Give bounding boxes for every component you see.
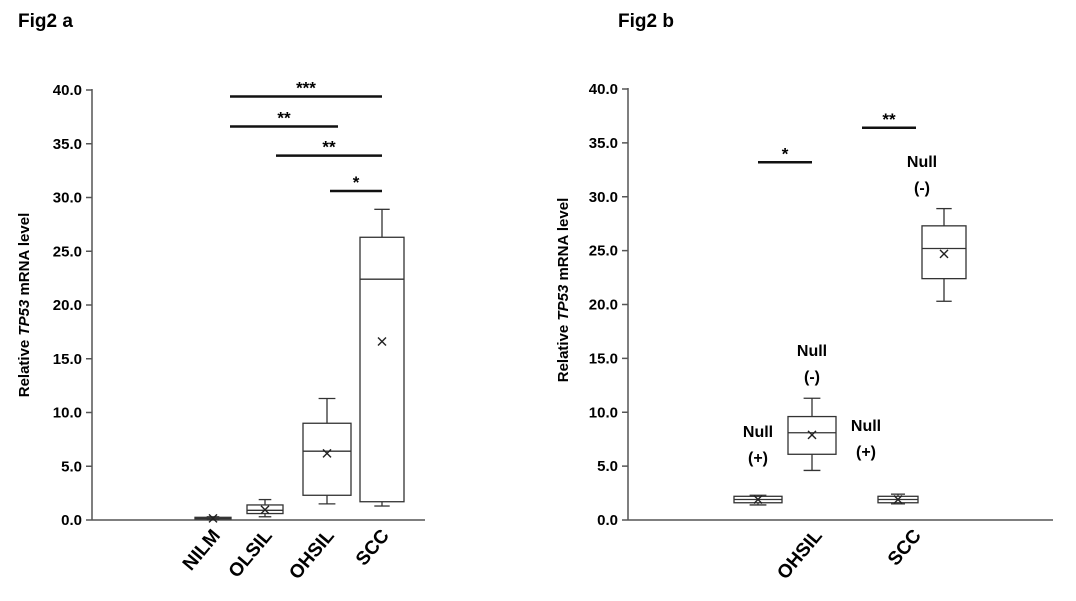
annotation-line-1: Null: [907, 154, 937, 171]
annotation-line-2: (+): [748, 450, 768, 467]
significance-bracket: **: [230, 109, 338, 128]
significance-label: **: [277, 109, 291, 128]
box-scc: [359, 208, 405, 507]
y-tick-label: 30.0: [53, 190, 82, 207]
mean-marker: [893, 495, 903, 505]
mean-marker: [260, 505, 270, 515]
mean-marker: [377, 337, 387, 347]
y-tick-label: 40.0: [589, 81, 618, 98]
significance-bracket: **: [276, 138, 382, 157]
panel-a: Fig2 a Relative TP53 mRNA level 0.0 5.0 10…: [16, 11, 425, 584]
category-label-scc: SCC: [352, 526, 394, 570]
panel-b-title: Fig2 b: [618, 11, 674, 32]
significance-label: **: [322, 138, 336, 157]
significance-bracket: ***: [230, 78, 382, 98]
category-label-olsil: OLSIL: [225, 525, 277, 582]
y-tick-label: 35.0: [53, 136, 82, 153]
y-tick-label: 0.0: [597, 512, 618, 529]
significance-label: *: [353, 173, 360, 192]
panel-b: Fig2 b Relative TP53 mRNA level 0.0 5.0 10…: [555, 11, 1053, 584]
mean-marker: [753, 495, 763, 505]
annotation-line-1: Null: [743, 424, 773, 441]
y-tick-label: 0.0: [61, 512, 82, 529]
significance-label: **: [882, 110, 896, 129]
box-olsil: [246, 498, 284, 518]
significance-label: *: [782, 144, 789, 163]
subgroup-annotation: Null (+): [851, 418, 881, 461]
box-ohsil-null: [787, 397, 837, 472]
box-iqr: [359, 236, 405, 503]
y-tick-label: 25.0: [589, 243, 618, 260]
y-tick-label: 10.0: [53, 405, 82, 422]
significance-bracket: *: [758, 144, 812, 164]
box-ohsil-null: [733, 494, 783, 506]
y-tick-label: 15.0: [53, 351, 82, 368]
y-tick-label: 20.0: [589, 297, 618, 314]
y-tick-label: 30.0: [589, 189, 618, 206]
mean-marker: [939, 249, 949, 259]
category-label-scc: SCC: [884, 526, 926, 570]
annotation-line-1: Null: [851, 418, 881, 435]
subgroup-annotation: Null (+): [743, 424, 773, 467]
panel-a-y-axis-label: Relative TP53 mRNA level: [16, 213, 33, 398]
y-tick-label: 15.0: [589, 350, 618, 367]
panel-a-title: Fig2 a: [18, 11, 73, 32]
y-tick-label: 40.0: [53, 82, 82, 99]
mean-marker: [807, 430, 817, 440]
significance-label: ***: [296, 78, 316, 97]
category-label-ohsil: OHSIL: [773, 525, 827, 583]
box-scc-null: [877, 493, 919, 505]
y-tick-label: 5.0: [61, 458, 82, 475]
mean-marker: [208, 513, 218, 523]
y-tick-label: 10.0: [589, 404, 618, 421]
mean-marker: [322, 448, 332, 458]
annotation-line-1: Null: [797, 343, 827, 360]
category-label-nilm: NILM: [179, 526, 225, 575]
annotation-line-2: (-): [914, 180, 930, 197]
subgroup-annotation: Null (-): [797, 343, 827, 386]
annotation-line-2: (+): [856, 444, 876, 461]
significance-bracket: *: [330, 173, 382, 193]
box-iqr: [921, 225, 967, 280]
annotation-line-2: (-): [804, 369, 820, 386]
y-tick-label: 5.0: [597, 458, 618, 475]
box-scc-null: [921, 207, 967, 302]
box-iqr: [302, 422, 352, 496]
category-label-ohsil: OHSIL: [285, 525, 339, 583]
y-tick-label: 20.0: [53, 297, 82, 314]
significance-bracket: **: [862, 110, 916, 130]
y-tick-label: 35.0: [589, 135, 618, 152]
subgroup-annotation: Null (-): [907, 154, 937, 197]
y-tick-label: 25.0: [53, 243, 82, 260]
box-nilm: [194, 513, 232, 523]
box-ohsil: [302, 397, 352, 505]
panel-b-y-axis-label: Relative TP53 mRNA level: [555, 198, 572, 383]
